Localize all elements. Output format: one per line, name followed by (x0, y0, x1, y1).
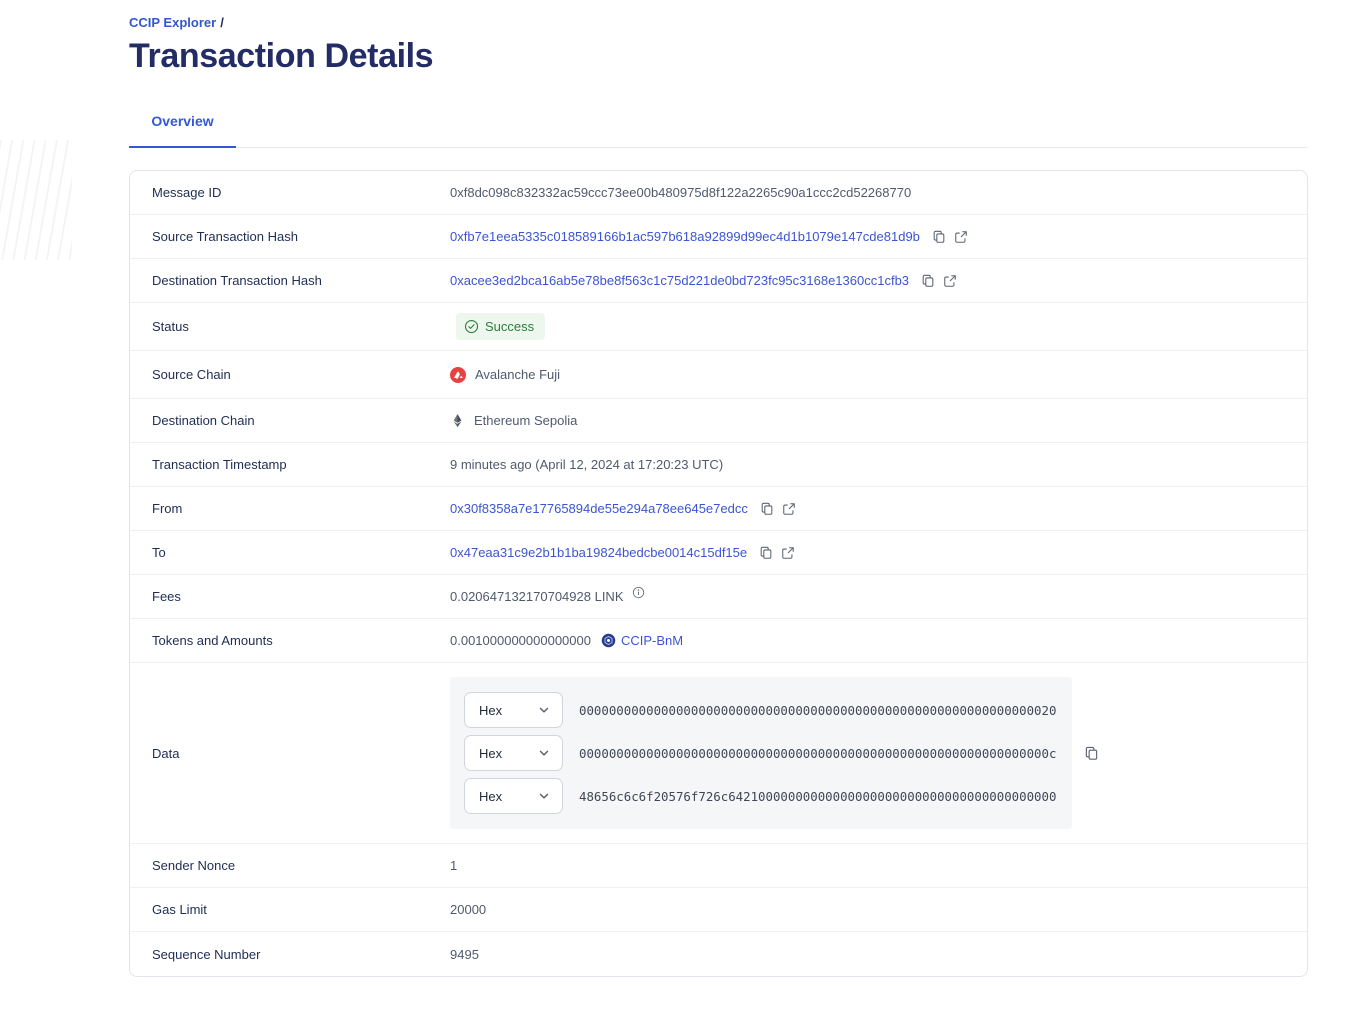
row-message-id: Message ID 0xf8dc098c832332ac59ccc73ee00… (130, 171, 1307, 215)
tab-overview[interactable]: Overview (129, 113, 236, 148)
external-link-icon[interactable] (954, 230, 968, 244)
field-label: Destination Transaction Hash (152, 273, 322, 288)
ethereum-icon (450, 413, 465, 428)
fees-value: 0.020647132170704928 LINK (450, 589, 624, 604)
copy-icon[interactable] (921, 274, 935, 288)
field-label: From (152, 501, 183, 516)
data-hex-text: 48656c6c6f20576f726c64210000000000000000… (579, 788, 1057, 804)
background-decoration (0, 140, 72, 260)
row-sequence-number: Sequence Number 9495 (130, 932, 1307, 976)
data-format-value: Hex (479, 745, 503, 761)
token-amount: 0.001000000000000000 (450, 633, 591, 648)
data-line: Hex 48656c6c6f20576f726c6421000000000000… (464, 778, 1058, 814)
gas-limit-value: 20000 (450, 902, 487, 917)
field-label: Source Transaction Hash (152, 229, 298, 244)
data-line: Hex 000000000000000000000000000000000000… (464, 692, 1058, 728)
row-gas-limit: Gas Limit 20000 (130, 888, 1307, 932)
source-tx-hash-link[interactable]: 0xfb7e1eea5335c018589166b1ac597b618a9289… (450, 229, 920, 244)
check-circle-icon (464, 319, 479, 334)
field-label: Sequence Number (152, 946, 261, 962)
row-destination-chain: Destination Chain Ethereum Sepolia (130, 399, 1307, 443)
row-status: Status Success (130, 303, 1307, 351)
info-icon[interactable] (632, 586, 645, 599)
row-from: From 0x30f8358a7e17765894de55e294a78ee64… (130, 487, 1307, 531)
field-label: Fees (152, 589, 181, 604)
field-label: Gas Limit (152, 902, 207, 917)
field-label: Tokens and Amounts (152, 633, 273, 648)
external-link-icon[interactable] (782, 502, 796, 516)
data-format-select[interactable]: Hex (464, 778, 563, 814)
destination-tx-hash-link[interactable]: 0xacee3ed2bca16ab5e78be8f563c1c75d221de0… (450, 273, 910, 288)
copy-icon[interactable] (759, 546, 773, 560)
data-hex-text: 0000000000000000000000000000000000000000… (579, 702, 1057, 718)
message-id-text: 0xf8dc098c832332ac59ccc73ee00b480975d8f1… (450, 185, 912, 200)
data-hex-text: 0000000000000000000000000000000000000000… (579, 745, 1057, 761)
field-label: Message ID (152, 185, 222, 200)
data-format-value: Hex (479, 702, 503, 718)
field-label: Sender Nonce (152, 858, 236, 873)
data-line: Hex 000000000000000000000000000000000000… (464, 735, 1058, 771)
copy-icon[interactable] (760, 502, 774, 516)
sequence-number-value: 9495 (450, 946, 479, 962)
chevron-down-icon (538, 704, 550, 716)
status-badge: Success (456, 313, 546, 340)
token-link[interactable]: CCIP-BnM (601, 633, 683, 648)
data-format-value: Hex (479, 788, 503, 804)
row-source-chain: Source Chain Avalanche Fuji (130, 351, 1307, 399)
details-card: Message ID 0xf8dc098c832332ac59ccc73ee00… (129, 170, 1308, 977)
sender-nonce-value: 1 (450, 858, 458, 873)
to-address-link[interactable]: 0x47eaa31c9e2b1b1ba19824bedcbe0014c15df1… (450, 545, 748, 560)
source-chain-name: Avalanche Fuji (475, 367, 561, 382)
breadcrumb: CCIP Explorer / (129, 0, 1308, 30)
row-to: To 0x47eaa31c9e2b1b1ba19824bedcbe0014c15… (130, 531, 1307, 575)
tab-bar: Overview (129, 113, 1308, 148)
breadcrumb-link-ccip-explorer[interactable]: CCIP Explorer (129, 15, 217, 30)
field-label: Status (152, 319, 189, 334)
message-id-value: 0xf8dc098c832332ac59ccc73ee00b480975d8f1… (450, 185, 1307, 200)
destination-chain-name: Ethereum Sepolia (474, 413, 578, 428)
field-label: Transaction Timestamp (152, 457, 287, 472)
row-fees: Fees 0.020647132170704928 LINK (130, 575, 1307, 619)
field-label: Source Chain (152, 367, 231, 382)
transaction-details-page: CCIP Explorer / Transaction Details Overv… (129, 0, 1308, 977)
timestamp-text: 9 minutes ago (April 12, 2024 at 17:20:2… (450, 457, 724, 472)
row-source-transaction-hash: Source Transaction Hash 0xfb7e1eea5335c0… (130, 215, 1307, 259)
avalanche-icon (450, 366, 466, 383)
data-format-select[interactable]: Hex (464, 692, 563, 728)
status-text: Success (485, 319, 535, 334)
field-label: Data (152, 745, 180, 761)
row-transaction-timestamp: Transaction Timestamp 9 minutes ago (Apr… (130, 443, 1307, 487)
data-format-select[interactable]: Hex (464, 735, 563, 771)
breadcrumb-separator: / (220, 15, 224, 30)
chevron-down-icon (538, 747, 550, 759)
field-label: Destination Chain (152, 413, 255, 428)
row-destination-transaction-hash: Destination Transaction Hash 0xacee3ed2b… (130, 259, 1307, 303)
page-title: Transaction Details (129, 37, 434, 75)
row-sender-nonce: Sender Nonce 1 (130, 844, 1307, 888)
ccip-bnm-token-icon (601, 633, 616, 648)
chevron-down-icon (538, 790, 550, 802)
field-label: To (152, 545, 166, 560)
external-link-icon[interactable] (781, 546, 795, 560)
data-hex-box: Hex 000000000000000000000000000000000000… (450, 677, 1072, 829)
token-name: CCIP-BnM (620, 633, 684, 648)
copy-icon[interactable] (932, 230, 946, 244)
external-link-icon[interactable] (943, 274, 957, 288)
row-tokens-and-amounts: Tokens and Amounts 0.001000000000000000 … (130, 619, 1307, 663)
row-data: Data Hex 0000000000000000000000000000000… (130, 663, 1307, 844)
from-address-link[interactable]: 0x30f8358a7e17765894de55e294a78ee645e7ed… (450, 501, 748, 516)
copy-icon[interactable] (1084, 746, 1099, 761)
